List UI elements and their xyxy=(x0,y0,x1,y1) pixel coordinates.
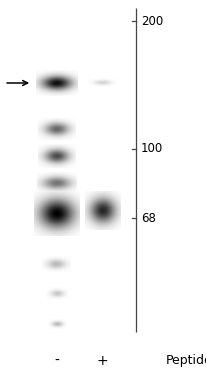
Text: 100: 100 xyxy=(140,142,162,155)
Text: Peptide: Peptide xyxy=(165,354,206,367)
Text: 68: 68 xyxy=(140,212,155,225)
Text: -: - xyxy=(54,354,59,368)
Text: 200: 200 xyxy=(140,15,162,28)
Text: +: + xyxy=(96,354,108,368)
